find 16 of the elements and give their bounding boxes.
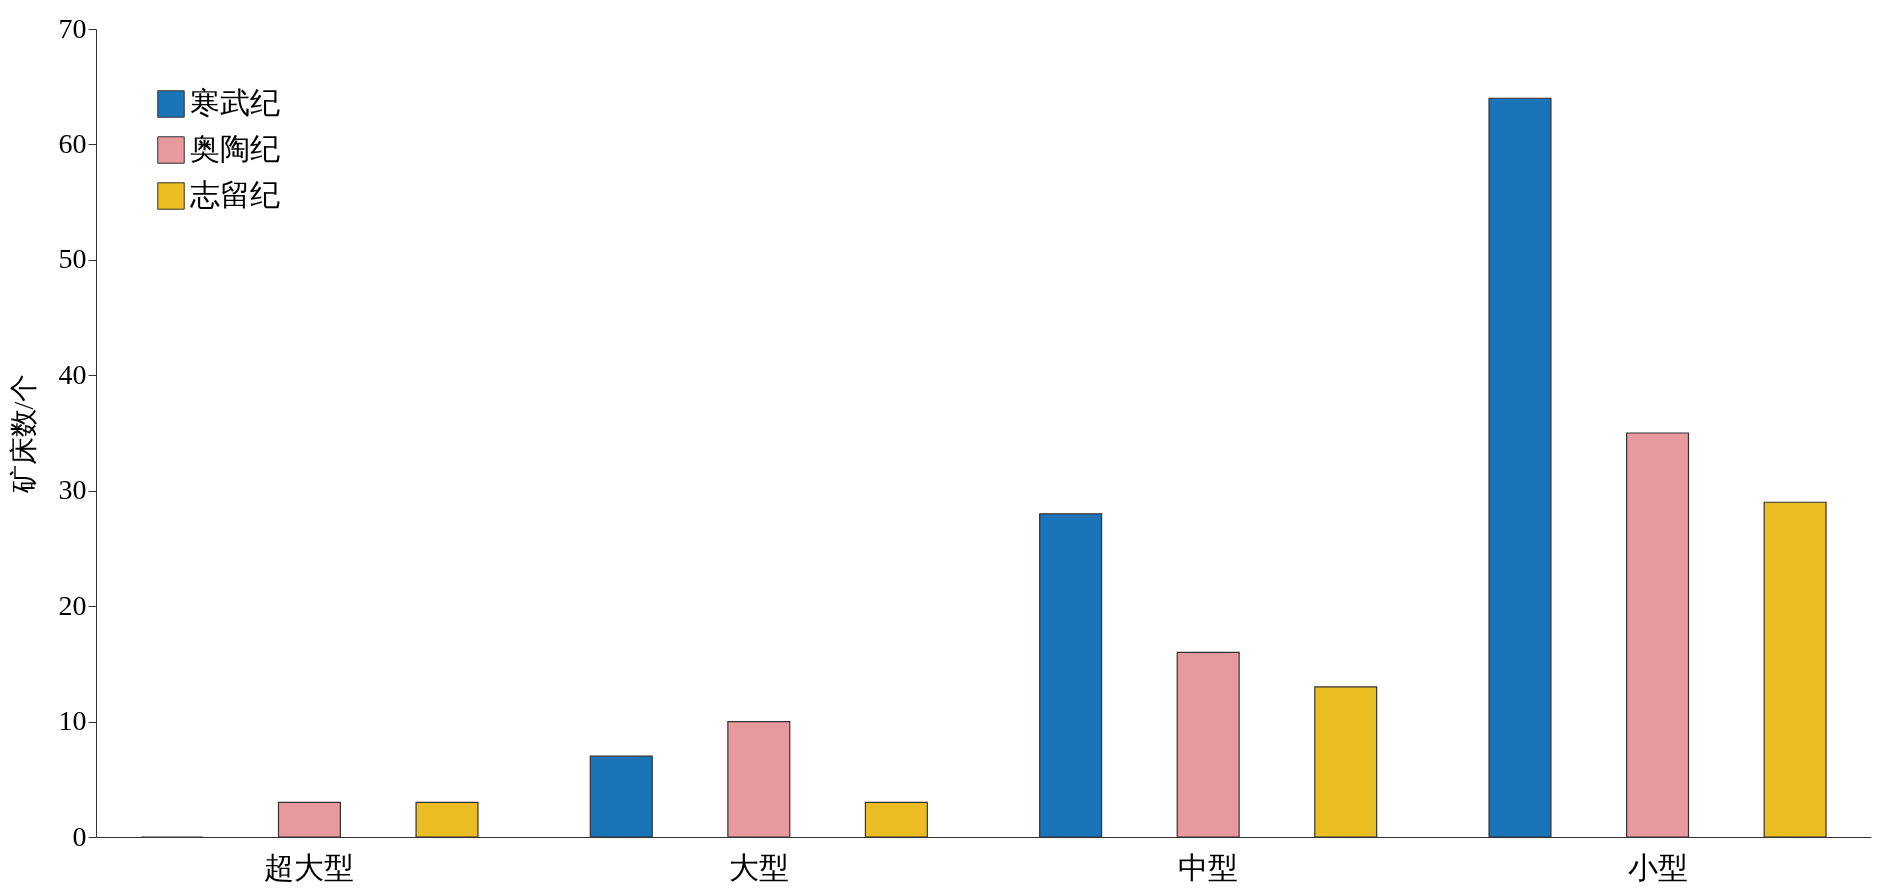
legend-label: 寒武纪 [190,86,280,119]
y-tick-label: 10 [58,705,87,737]
x-tick-label: 大型 [728,850,789,884]
legend-label: 志留纪 [190,178,280,211]
legend-label: 奥陶纪 [190,132,280,165]
y-tick-label: 60 [58,127,87,159]
y-tick-label: 20 [58,589,87,621]
y-tick-label: 30 [58,474,87,506]
x-tick-label: 小型 [1627,850,1688,884]
y-tick-label: 0 [72,820,87,852]
y-tick-label: 40 [58,358,87,390]
x-tick-label: 中型 [1178,850,1239,884]
y-tick-label: 70 [58,12,87,44]
y-tick-label: 50 [58,243,87,275]
x-tick-label: 超大型 [264,850,355,884]
y-axis-title: 矿床数/个 [7,373,39,495]
